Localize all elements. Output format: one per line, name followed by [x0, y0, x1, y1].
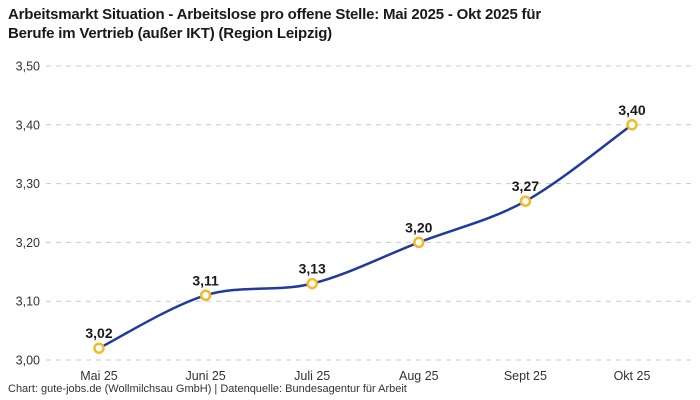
x-tick-label: Okt 25	[614, 369, 651, 383]
x-tick-label: Sept 25	[504, 369, 547, 383]
data-point-marker	[199, 289, 212, 302]
chart-title: Arbeitsmarkt Situation - Arbeitslose pro…	[8, 6, 541, 42]
data-point-label: 3,02	[85, 325, 112, 341]
x-tick-label: Mai 25	[80, 369, 118, 383]
data-point-label: 3,40	[618, 102, 645, 118]
y-tick-label: 3,30	[16, 177, 40, 191]
data-point-label: 3,11	[192, 272, 219, 288]
data-point-label: 3,27	[512, 178, 539, 194]
x-tick-label: Aug 25	[399, 369, 439, 383]
y-tick-label: 3,10	[16, 295, 40, 309]
data-point-marker	[93, 342, 105, 354]
data-point-label: 3,13	[299, 261, 326, 277]
data-point-marker	[519, 195, 532, 207]
x-tick-label: Juli 25	[294, 369, 330, 383]
y-tick-label: 3,00	[16, 354, 40, 368]
data-point-label: 3,20	[405, 219, 432, 235]
data-point-marker	[306, 277, 318, 290]
series-line	[97, 123, 634, 350]
y-tick-label: 3,40	[16, 118, 40, 132]
x-tick-label: Juni 25	[185, 369, 225, 383]
data-point-marker	[626, 119, 638, 131]
y-tick-label: 3,20	[16, 236, 40, 250]
y-tick-label: 3,50	[16, 60, 40, 74]
chart-footer: Chart: gute-jobs.de (Wollmilchsau GmbH) …	[8, 383, 407, 395]
data-point-marker	[413, 236, 425, 249]
